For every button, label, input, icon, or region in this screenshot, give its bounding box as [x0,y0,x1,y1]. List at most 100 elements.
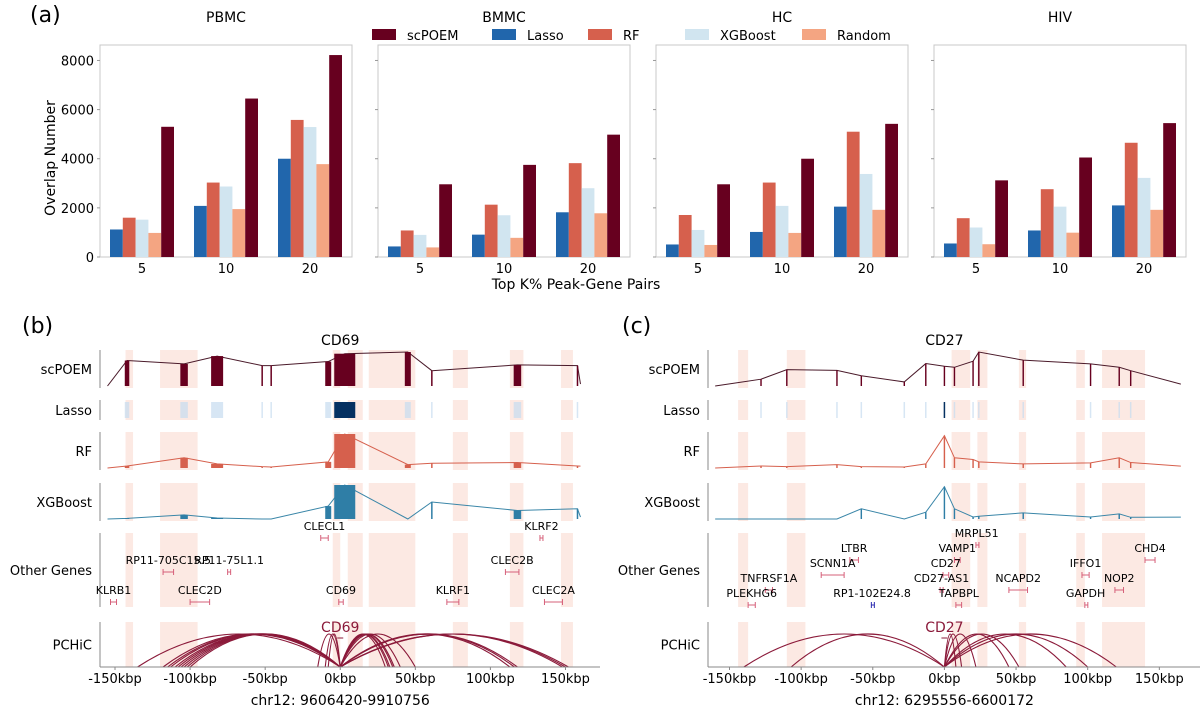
rf-peak [261,466,263,468]
panel-title: HC [772,10,793,26]
scpoem-peak [760,379,762,386]
highlight-region [1018,533,1027,607]
gene-plekhg6: PLEKHG6 [726,587,777,608]
highlight-region [368,400,416,420]
highlight-region [1102,533,1146,607]
pchic-arc [137,633,341,668]
y-axis-label: Overlap Number [43,100,59,216]
row-label: Lasso [55,404,92,419]
highlight-region [1076,533,1085,607]
xgboost-peak [334,485,356,519]
rf-peak [786,466,788,468]
gene-label: CD27-AS1 [914,572,969,585]
xgboost-peak [431,502,433,519]
row-label: Lasso [663,404,700,419]
row-label: scPOEM [649,363,700,378]
lasso-cell [180,402,188,418]
bar-scpoem-20 [329,55,342,257]
bar-random-20 [872,209,886,257]
gene-label: NCAPD2 [995,572,1041,585]
bar-rf-5 [678,214,692,257]
bar-lasso-20 [556,212,569,257]
highlight-region [347,533,363,607]
highlight-region [977,483,988,521]
bar-scpoem-10 [1079,157,1092,257]
bar-xgboost-20 [581,188,595,257]
rf-peak [978,461,980,468]
rf-peak [836,464,838,468]
highlight-region [125,622,134,667]
row-label: scPOEM [41,363,92,378]
bar-rf-20 [568,163,582,257]
bar-random-20 [594,213,608,257]
x-tick-label: -100kbp [163,672,217,687]
legend-label-lasso: Lasso [527,29,564,44]
gene-rp11-75l1.1: RP11-75L1.1 [194,554,264,575]
bar-scpoem-20 [885,123,898,257]
highlight-region [368,432,416,470]
legend-swatch-xgboost [685,29,709,40]
legend-label-scpoem: scPOEM [407,29,458,44]
scpoem-peak [180,363,188,386]
bar-xgboost-10 [219,186,233,257]
pchic-arc [943,633,977,668]
rf-peak [1118,457,1120,468]
scpoem-peak [1118,367,1120,386]
highlight-region [560,350,573,388]
rf-peak [576,465,579,468]
gene-label: RP11-75L1.1 [194,554,264,567]
gene-clecl1: CLECL1 [304,520,345,541]
scpoem-peak [836,370,838,386]
scpoem-peak [953,367,956,386]
xgboost-peak [124,518,130,519]
highlight-region [160,400,198,420]
xgboost-peak [860,508,863,519]
x-tick-label: -150kbp [88,672,142,687]
lasso-cell [943,402,946,418]
scpoem-peak [925,363,927,386]
highlight-region [1076,622,1085,667]
gene-rp11-705c15.5: RP11-705C15.5 [126,554,211,575]
gene-mrpl51: MRPL51 [955,527,999,548]
x-tick-label: 20 [302,262,319,277]
highlight-region [368,533,416,607]
highlight-region [1018,432,1027,470]
gene-label: TNFRSF1A [740,572,798,585]
y-tick-label: 4000 [61,153,94,168]
highlight-region [452,533,468,607]
scpoem-peak [943,366,946,386]
gene-clec2b: CLEC2B [491,554,534,575]
highlight-region [160,483,198,521]
x-tick-label: 10 [218,262,235,277]
highlight-region [738,350,749,388]
rf-peak [270,466,272,468]
x-tick-label: 10 [496,262,513,277]
lasso-cell [972,402,974,418]
gene-label: TAPBPL [938,587,980,600]
bar-lasso-5 [110,229,123,257]
pchic-arc [339,633,518,668]
scpoem-peak [513,364,522,386]
xgboost-peak [1118,513,1120,519]
highlight-region [452,432,468,470]
gene-label: LTBR [841,542,868,555]
gene-label: CLEC2D [178,584,222,597]
bar-scpoem-5 [161,126,174,257]
xgboost-peak [925,512,927,519]
bar-rf-10 [762,182,776,257]
highlight-region [452,400,468,420]
bar-xgboost-5 [969,227,983,257]
rf-peak [925,463,927,468]
y-tick-label: 2000 [61,202,94,217]
lasso-cell [1089,402,1092,418]
gene-label: MRPL51 [955,527,999,540]
rf-peak [1022,463,1024,468]
bar-random-5 [982,244,996,257]
bar-random-5 [704,244,718,257]
gene-label: CD27 [931,557,961,570]
highlight-region [786,400,806,420]
bar-chart-panels: PBMC 0 2000 4000 6000 8000 5 10 20 BMMC 5 10 20 HC 5 10… [61,10,1187,277]
lasso-cell [860,402,863,418]
scpoem-peak [1022,360,1024,386]
